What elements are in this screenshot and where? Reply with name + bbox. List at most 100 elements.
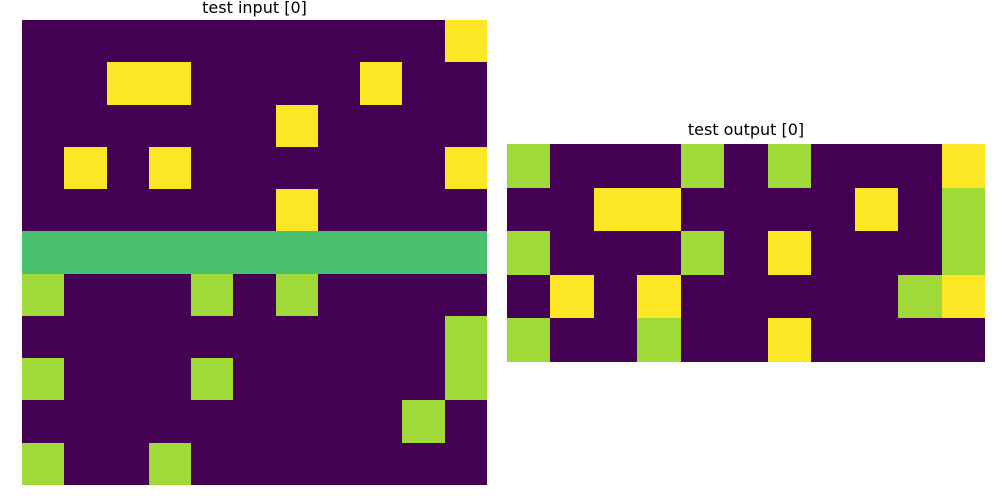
output-grid-cell: [550, 187, 594, 232]
output-grid-cell: [550, 274, 594, 319]
input-grid-cell: [148, 62, 192, 105]
output-grid-cell: [898, 187, 942, 232]
input-grid-cell: [317, 231, 361, 274]
output-grid-cell: [767, 144, 812, 188]
output-grid-cell: [593, 187, 638, 232]
output-grid-cell: [507, 274, 551, 319]
input-grid-cell: [22, 442, 65, 485]
input-grid-cell: [233, 20, 276, 63]
input-grid-cell: [233, 358, 276, 401]
input-grid-cell: [106, 358, 149, 401]
input-grid-cell: [106, 273, 149, 316]
input-grid-cell: [148, 146, 192, 190]
input-grid-cell: [402, 358, 445, 401]
output-grid-cell: [680, 318, 725, 362]
output-grid-cell: [941, 144, 985, 188]
input-grid-cell: [317, 400, 361, 443]
output-grid-cell: [941, 318, 985, 362]
input-grid-cell: [444, 400, 487, 443]
input-grid-cell: [22, 189, 65, 232]
output-grid-cell: [854, 274, 899, 319]
input-grid-cell: [64, 442, 107, 485]
input-grid-cell: [191, 442, 234, 485]
input-grid-cell: [317, 189, 361, 232]
input-grid-cell: [22, 400, 65, 443]
output-grid-cell: [550, 231, 594, 275]
input-grid-cell: [402, 315, 445, 359]
input-grid-cell: [106, 189, 149, 232]
input-grid-cell: [191, 400, 234, 443]
input-grid-cell: [64, 62, 107, 105]
input-grid-cell: [22, 62, 65, 105]
output-grid-cell: [637, 231, 681, 275]
input-grid-cell: [106, 146, 149, 190]
output-grid-cell: [898, 231, 942, 275]
input-grid-cell: [106, 400, 149, 443]
input-grid-cell: [275, 358, 318, 401]
input-grid-cell: [233, 400, 276, 443]
output-grid-cell: [811, 187, 855, 232]
input-grid-cell: [275, 146, 318, 190]
input-grid-cell: [275, 104, 318, 147]
output-grid-cell: [637, 318, 681, 362]
input-grid-cell: [360, 104, 403, 147]
input-grid-cell: [360, 273, 403, 316]
input-grid-cell: [64, 146, 107, 190]
output-grid-cell: [507, 318, 551, 362]
input-grid-cell: [22, 231, 65, 274]
input-grid-cell: [148, 231, 192, 274]
input-grid-cell: [444, 189, 487, 232]
output-grid-cell: [941, 187, 985, 232]
output-grid-cell: [637, 187, 681, 232]
output-grid-cell: [507, 144, 551, 188]
input-grid-cell: [444, 62, 487, 105]
input-grid-cell: [317, 358, 361, 401]
input-grid-cell: [191, 358, 234, 401]
input-grid-cell: [22, 146, 65, 190]
output-grid-cell: [507, 231, 551, 275]
input-grid-cell: [360, 146, 403, 190]
input-grid-cell: [106, 315, 149, 359]
input-grid-cell: [233, 146, 276, 190]
output-grid-cell: [854, 144, 899, 188]
output-grid-cell: [767, 187, 812, 232]
output-grid-cell: [593, 144, 638, 188]
input-grid-cell: [22, 104, 65, 147]
input-grid-cell: [191, 146, 234, 190]
input-grid-cell: [233, 273, 276, 316]
input-grid-cell: [360, 400, 403, 443]
input-grid-cell: [444, 146, 487, 190]
output-grid-cell: [811, 231, 855, 275]
input-grid-cell: [402, 104, 445, 147]
input-grid-cell: [148, 315, 192, 359]
input-grid-cell: [148, 20, 192, 63]
input-grid-cell: [148, 400, 192, 443]
input-grid-cell: [64, 315, 107, 359]
output-grid-cell: [637, 274, 681, 319]
output-grid-cell: [767, 274, 812, 319]
input-panel-title: test input [0]: [202, 0, 307, 17]
input-grid-cell: [402, 62, 445, 105]
output-grid-cell: [724, 231, 768, 275]
input-grid-cell: [64, 189, 107, 232]
output-grid-cell: [507, 187, 551, 232]
output-grid-cell: [811, 144, 855, 188]
output-grid-cell: [898, 318, 942, 362]
input-grid-cell: [402, 146, 445, 190]
input-grid-cell: [106, 442, 149, 485]
input-grid-cell: [444, 231, 487, 274]
output-grid-cell: [941, 231, 985, 275]
input-grid-cell: [317, 146, 361, 190]
output-grid-cell: [767, 231, 812, 275]
output-grid-cell: [811, 318, 855, 362]
output-grid-cell: [898, 144, 942, 188]
input-grid-cell: [22, 20, 65, 63]
input-grid-cell: [275, 400, 318, 443]
input-grid: [22, 20, 487, 485]
input-grid-cell: [191, 231, 234, 274]
output-grid-cell: [811, 274, 855, 319]
output-grid-cell: [637, 144, 681, 188]
input-grid-cell: [106, 62, 149, 105]
input-grid-cell: [360, 20, 403, 63]
input-grid-cell: [275, 20, 318, 63]
